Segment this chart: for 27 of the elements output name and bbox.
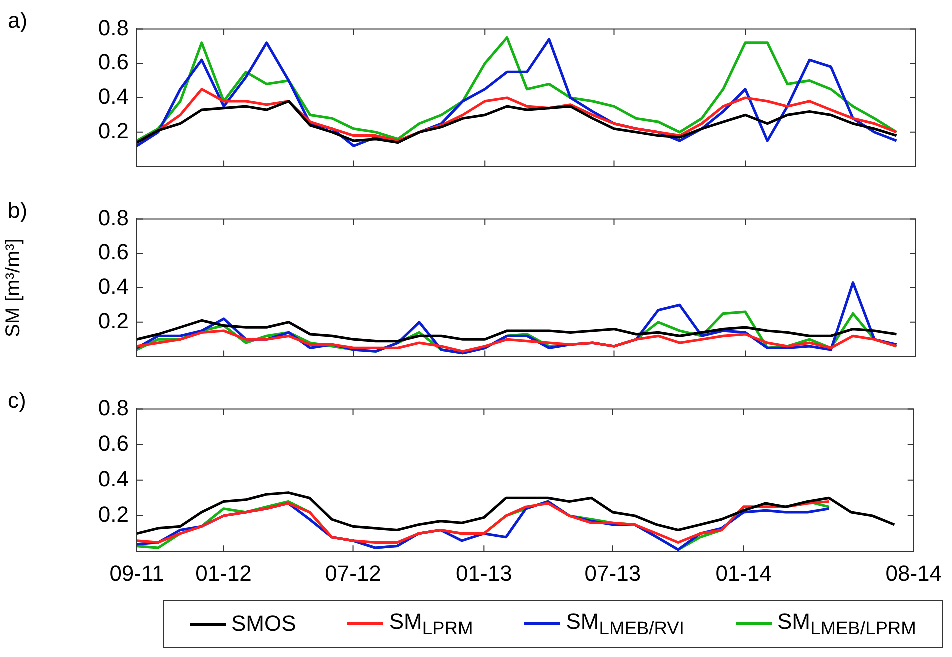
legend-label: SM$_{LPRM}$ [389, 608, 474, 640]
x-tick-label: 07-12 [325, 560, 382, 586]
y-tick-label: 0.4 [98, 274, 129, 300]
x-tick-label: 07-13 [584, 560, 642, 586]
y-tick-label: 0.4 [98, 466, 129, 492]
x-tick-label: 09-11 [110, 560, 164, 586]
chart-title: b) [8, 198, 28, 224]
chart-title: a) [8, 8, 28, 34]
y-tick-label: 0.6 [98, 50, 129, 75]
x-tick-label: 01-13 [456, 560, 512, 586]
legend-label: SM$_{LMEB/LPRM}$ [778, 608, 916, 640]
y-tick-label: 0.2 [98, 118, 129, 144]
legend-label: SMOS [232, 611, 296, 637]
y-tick-label: 0.2 [98, 502, 129, 528]
x-tick-label: 01-12 [196, 560, 252, 586]
y-axis-title: SM [m³/m³] [2, 238, 25, 338]
chart-title: c) [8, 388, 26, 414]
y-tick-label: 0.8 [98, 205, 129, 230]
y-tick-label: 0.4 [98, 84, 129, 110]
x-tick-label: 08-14 [886, 560, 942, 586]
legend-label: SM$_{LMEB/RVI}$ [566, 608, 684, 640]
y-tick-label: 0.6 [98, 430, 129, 456]
y-tick-label: 0.8 [98, 395, 129, 420]
y-tick-label: 0.8 [98, 15, 129, 40]
y-tick-label: 0.2 [98, 308, 129, 334]
x-tick-label: 01-14 [716, 560, 772, 586]
y-tick-label: 0.6 [98, 240, 129, 265]
